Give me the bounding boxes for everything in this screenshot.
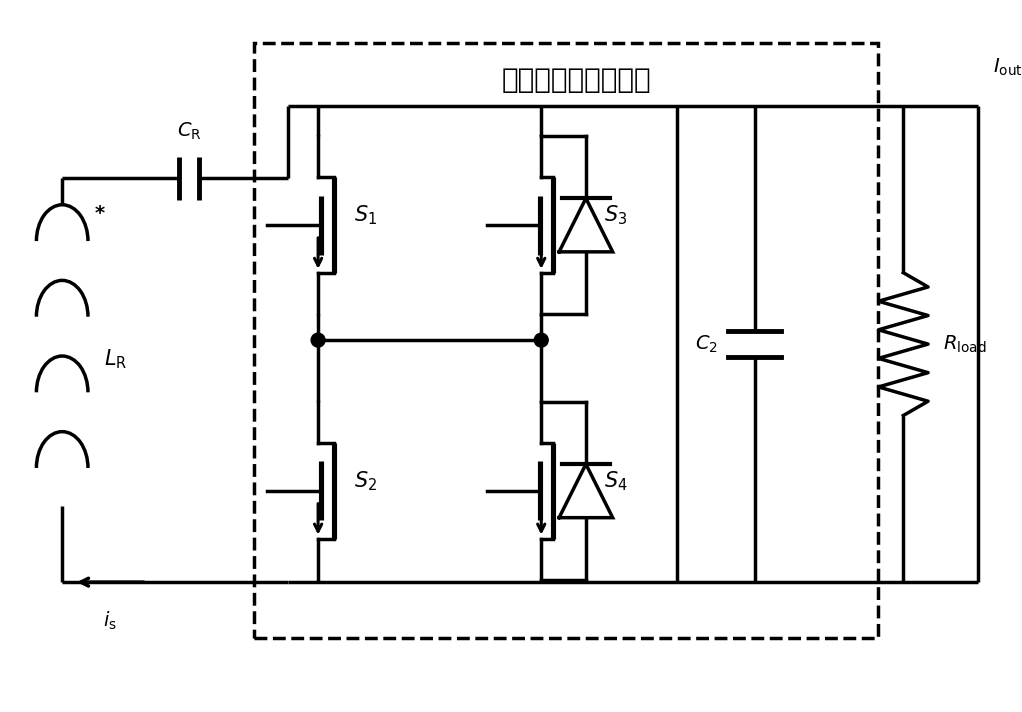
Text: $C_2$: $C_2$	[695, 333, 717, 355]
Text: $S_1$: $S_1$	[354, 204, 377, 227]
Text: $R_{\rm load}$: $R_{\rm load}$	[943, 333, 986, 355]
Text: $I_{\rm out}$: $I_{\rm out}$	[992, 57, 1022, 78]
Text: *: *	[95, 204, 105, 223]
Text: $i_{\rm s}$: $i_{\rm s}$	[103, 610, 118, 632]
Circle shape	[535, 333, 548, 347]
Bar	[253, 43, 879, 638]
Text: $C_{\rm R}$: $C_{\rm R}$	[177, 120, 201, 142]
Text: $S_3$: $S_3$	[604, 204, 628, 227]
Text: $S_4$: $S_4$	[604, 469, 628, 493]
Text: $L_{\rm R}$: $L_{\rm R}$	[104, 347, 127, 371]
Text: $S_2$: $S_2$	[354, 469, 377, 493]
Circle shape	[311, 333, 325, 347]
Text: 接收端电力变换电路: 接收端电力变换电路	[501, 66, 651, 94]
